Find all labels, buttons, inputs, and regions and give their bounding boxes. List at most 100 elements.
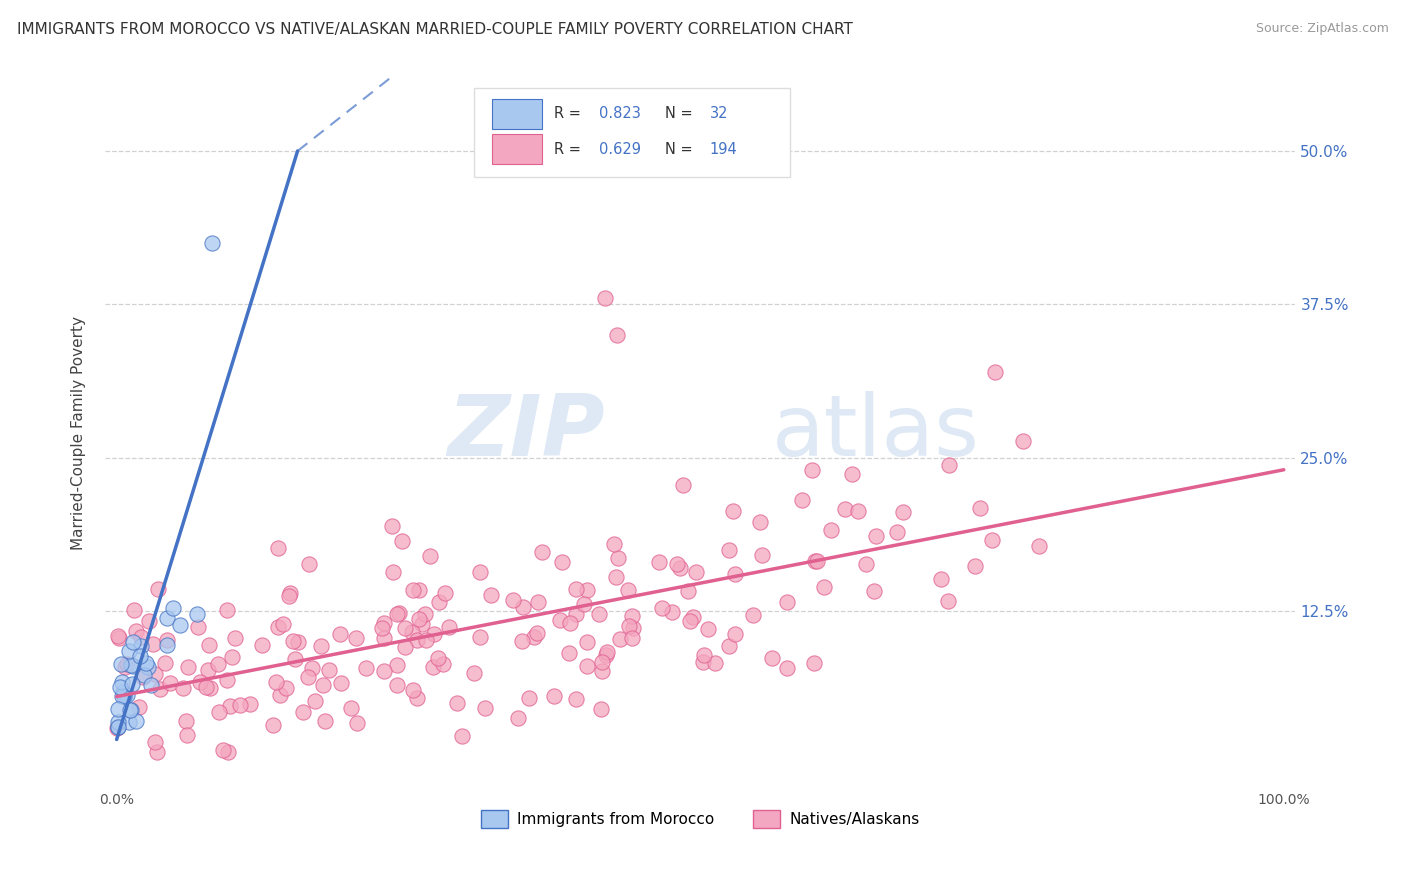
Point: [108, 631, 131, 645]
Point: [381, 566, 404, 580]
Point: [402, 682, 425, 697]
Point: [886, 525, 908, 540]
Point: [672, 478, 695, 492]
Point: [606, 327, 628, 342]
Point: [120, 703, 142, 717]
Point: [118, 703, 141, 717]
Point: [215, 603, 238, 617]
Point: [373, 664, 395, 678]
Point: [112, 684, 135, 698]
Point: [527, 594, 550, 608]
Point: [609, 632, 631, 646]
Point: [146, 745, 169, 759]
Point: [479, 588, 502, 602]
Point: [434, 586, 457, 600]
Point: [648, 555, 671, 569]
Point: [139, 678, 162, 692]
Point: [114, 659, 136, 673]
Point: [422, 660, 444, 674]
Point: [841, 467, 863, 482]
Point: [969, 500, 991, 515]
Point: [370, 621, 392, 635]
Point: [224, 631, 246, 645]
Point: [146, 582, 169, 596]
Point: [143, 666, 166, 681]
Point: [176, 728, 198, 742]
Point: [314, 714, 336, 728]
Point: [186, 607, 208, 622]
Point: [806, 554, 828, 568]
Point: [197, 663, 219, 677]
Point: [391, 533, 413, 548]
Point: [792, 492, 814, 507]
Text: N =: N =: [665, 106, 697, 121]
Point: [271, 616, 294, 631]
Point: [620, 609, 643, 624]
Point: [661, 605, 683, 619]
Point: [221, 650, 243, 665]
Point: [135, 657, 157, 671]
Text: R =: R =: [554, 106, 585, 121]
Point: [751, 548, 773, 562]
Point: [724, 627, 747, 641]
Point: [408, 583, 430, 598]
Point: [761, 651, 783, 665]
Y-axis label: Married-Couple Family Poverty: Married-Couple Family Poverty: [72, 316, 86, 550]
Point: [111, 674, 134, 689]
Point: [188, 675, 211, 690]
Point: [118, 644, 141, 658]
Point: [346, 716, 368, 731]
Point: [267, 541, 290, 556]
Point: [387, 607, 409, 622]
Point: [207, 657, 229, 671]
Point: [565, 582, 588, 597]
Point: [557, 646, 579, 660]
Point: [984, 365, 1007, 379]
Point: [107, 720, 129, 734]
Point: [387, 657, 409, 672]
Point: [523, 630, 546, 644]
Point: [267, 620, 290, 634]
Point: [855, 557, 877, 571]
Text: 32: 32: [710, 106, 728, 121]
FancyBboxPatch shape: [492, 99, 541, 128]
Point: [593, 291, 616, 305]
Point: [676, 584, 699, 599]
Text: IMMIGRANTS FROM MOROCCO VS NATIVE/ALASKAN MARRIED-COUPLE FAMILY POVERTY CORRELAT: IMMIGRANTS FROM MOROCCO VS NATIVE/ALASKA…: [17, 22, 853, 37]
Point: [394, 622, 416, 636]
Legend: Immigrants from Morocco, Natives/Alaskans: Immigrants from Morocco, Natives/Alaskan…: [475, 805, 925, 834]
Point: [143, 735, 166, 749]
Point: [385, 677, 408, 691]
Point: [804, 554, 827, 568]
Point: [156, 611, 179, 625]
Point: [512, 599, 534, 614]
Point: [107, 701, 129, 715]
Point: [122, 603, 145, 617]
Point: [595, 648, 617, 662]
Point: [108, 680, 131, 694]
Text: ZIP: ZIP: [447, 392, 605, 475]
Point: [115, 688, 138, 702]
Point: [548, 613, 571, 627]
Point: [298, 557, 321, 571]
Point: [153, 656, 176, 670]
Point: [419, 549, 441, 564]
Point: [250, 638, 273, 652]
Point: [149, 681, 172, 696]
Point: [198, 638, 221, 652]
Point: [437, 620, 460, 634]
Point: [742, 608, 765, 623]
Point: [596, 645, 619, 659]
Text: Source: ZipAtlas.com: Source: ZipAtlas.com: [1256, 22, 1389, 36]
Point: [929, 573, 952, 587]
Point: [848, 504, 870, 518]
Point: [401, 624, 423, 639]
Point: [576, 635, 599, 649]
Point: [589, 702, 612, 716]
Point: [502, 593, 524, 607]
Point: [318, 664, 340, 678]
Point: [468, 630, 491, 644]
Text: atlas: atlas: [772, 392, 980, 475]
Point: [820, 524, 842, 538]
Point: [603, 537, 626, 551]
